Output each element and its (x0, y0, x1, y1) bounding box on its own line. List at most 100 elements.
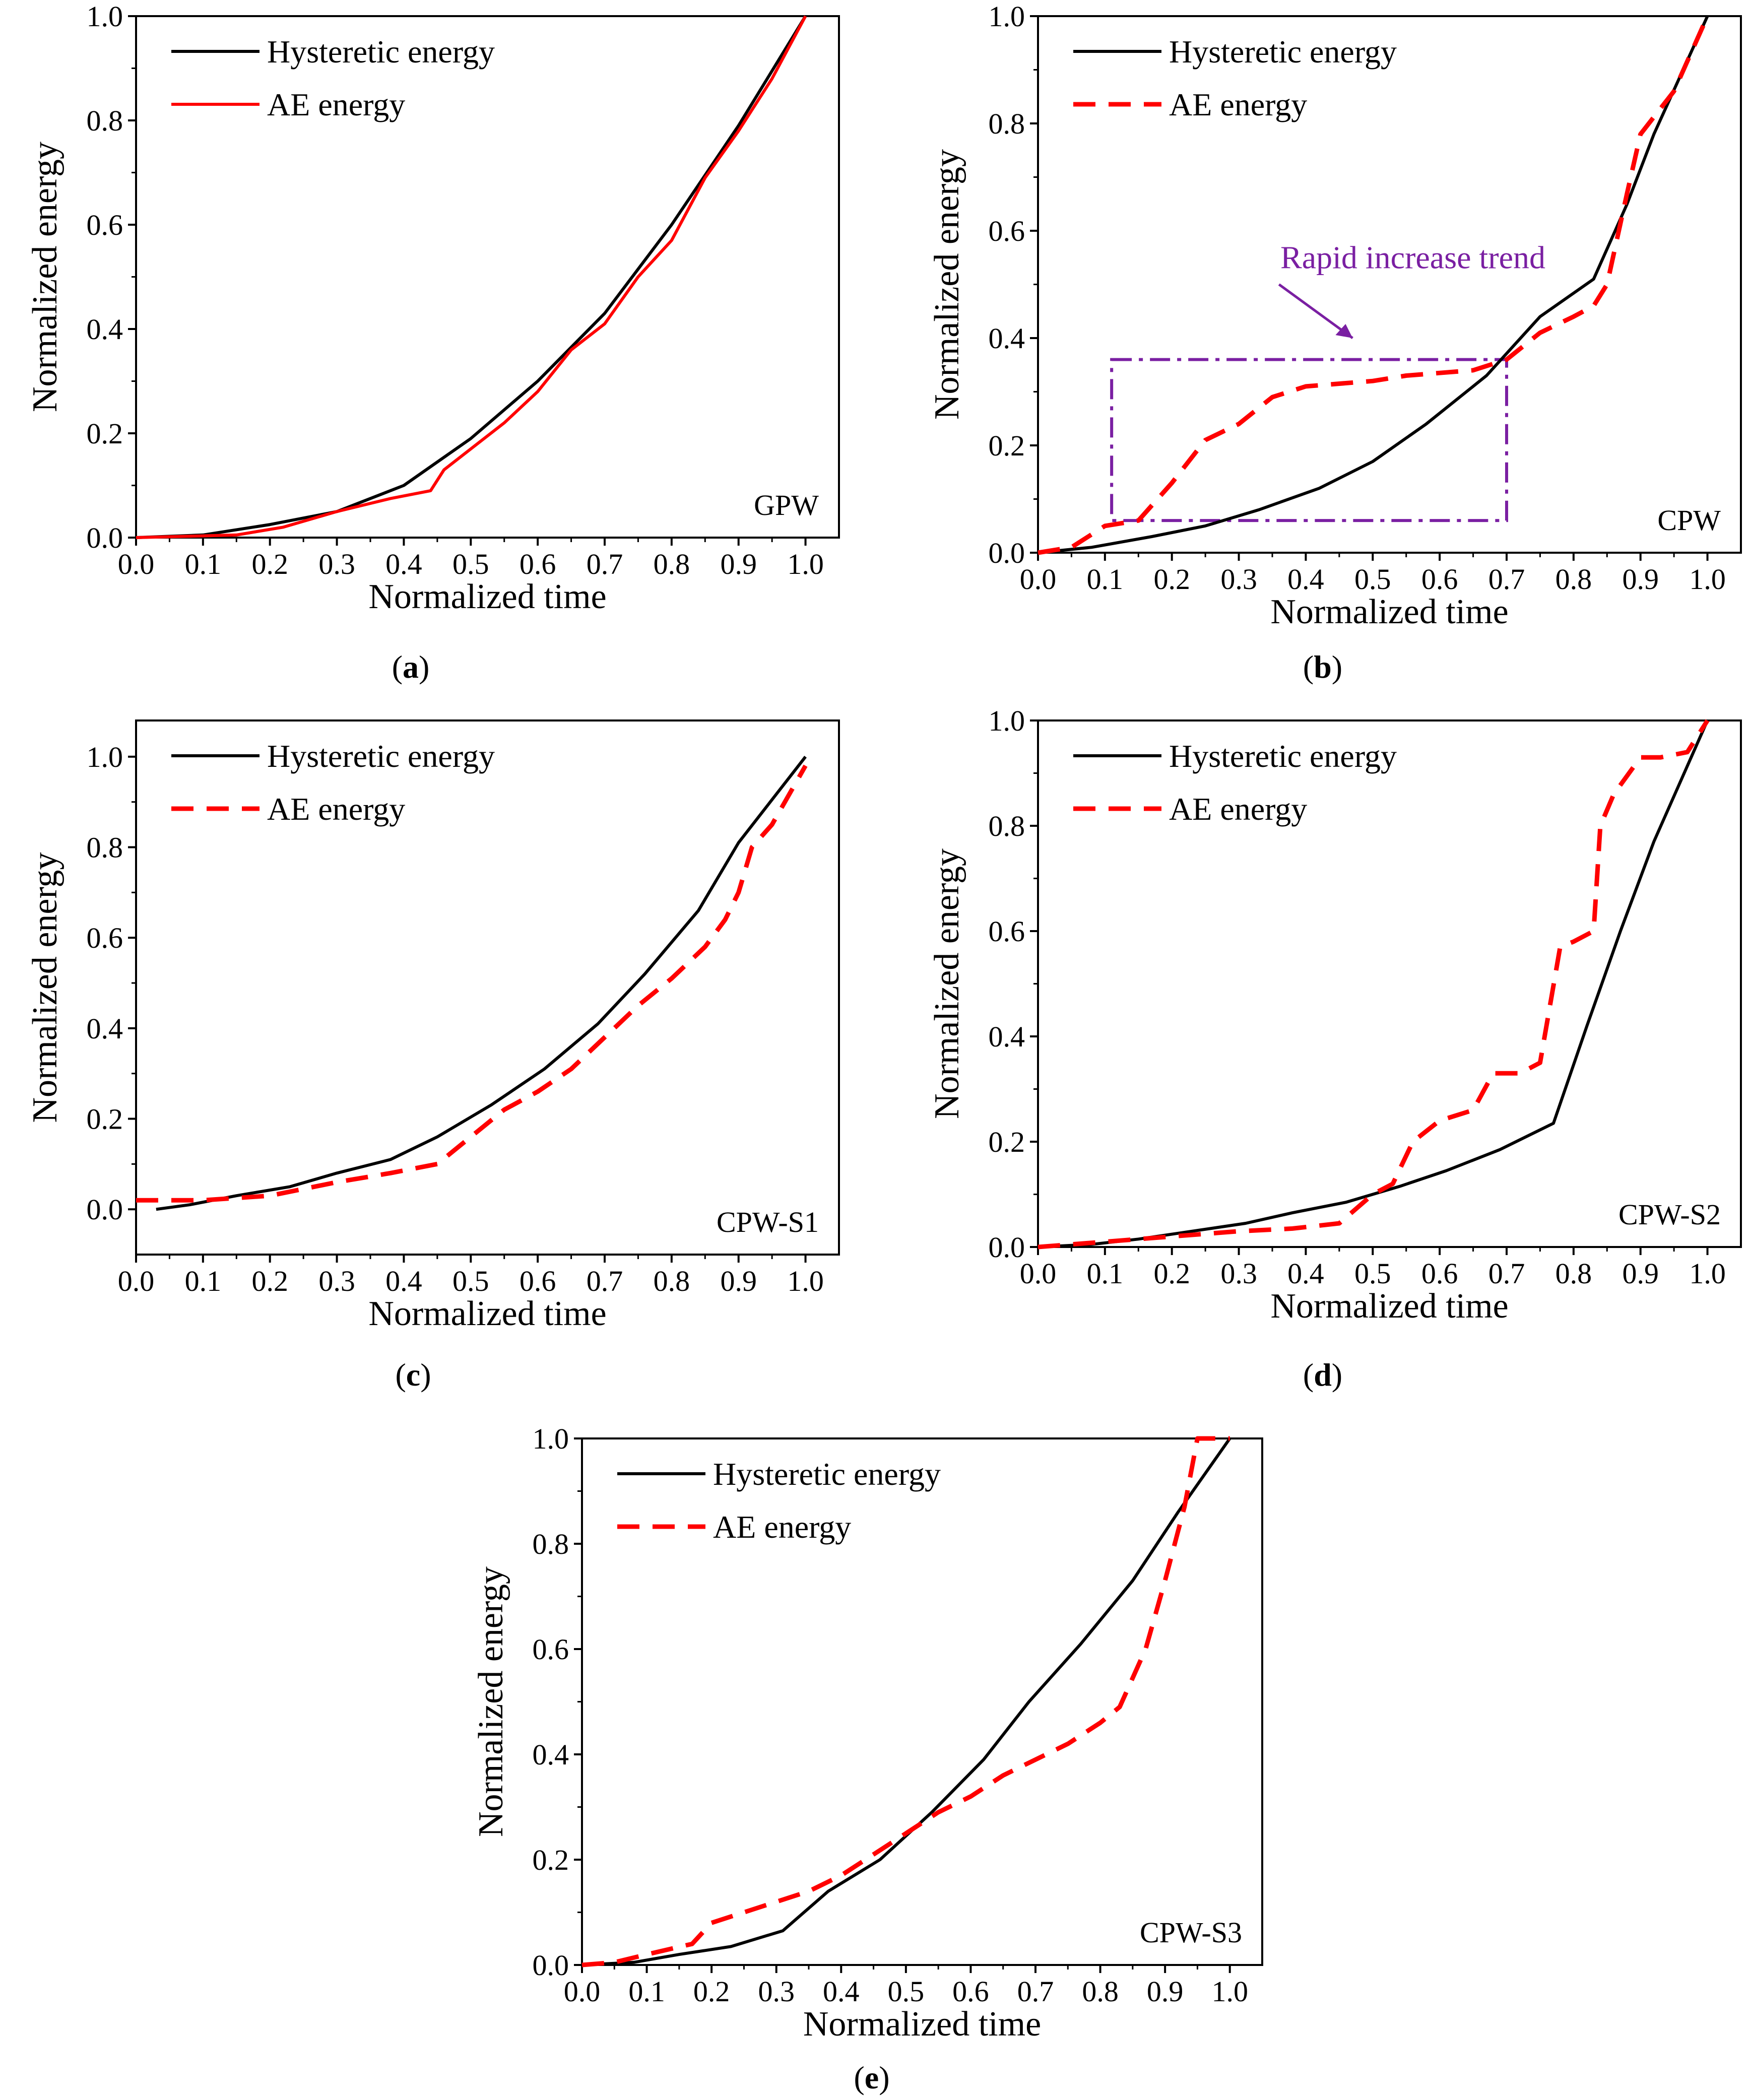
hysteretic-energy-line (1037, 719, 1709, 1249)
plot-frame (1037, 15, 1742, 554)
hysteretic-energy-line (156, 756, 807, 1211)
x-tick-label: 0.7 (587, 548, 623, 580)
legend-label: Hysteretic energy (713, 1456, 941, 1492)
y-axis-label: Normalized energy (472, 1566, 510, 1837)
legend-label: Hysteretic energy (1169, 34, 1397, 70)
x-tick-label: 1.0 (787, 548, 824, 580)
caption-paren-close: ) (1332, 649, 1342, 685)
y-tick-label: 0.0 (87, 521, 123, 554)
hysteretic-energy-line (1037, 15, 1709, 554)
y-tick-label: 0.2 (87, 417, 123, 450)
plot-frame (135, 719, 840, 1256)
plot-frame (135, 15, 840, 539)
caption-letter: e (865, 2060, 879, 2095)
x-tick-label: 0.1 (1087, 1257, 1124, 1290)
x-tick-label: 0.7 (587, 1265, 623, 1297)
x-tick-label: 0.5 (1354, 563, 1391, 596)
x-tick-label: 0.8 (654, 548, 690, 580)
chart-a: 0.0 0.1 0.2 0.3 0.4 0.5 0.6 0.7 0.8 0.9 1.0 0.0 0.2 0… (26, 0, 840, 685)
annotation-arrowhead (1335, 324, 1353, 338)
x-tick-label: 0.6 (1421, 1257, 1458, 1290)
specimen-tag: CPW-S3 (1140, 1916, 1242, 1949)
legend-label: Hysteretic energy (1169, 738, 1397, 774)
y-tick-label: 0.6 (989, 215, 1025, 247)
legend-label: AE energy (1169, 87, 1307, 122)
x-tick-label: 0.1 (628, 1975, 665, 2008)
legend-label: AE energy (267, 87, 405, 122)
ae-energy-line (136, 15, 807, 539)
x-tick-label: 0.4 (823, 1975, 860, 2008)
y-tick-label: 1.0 (87, 741, 123, 773)
caption-paren-open: ( (1303, 1357, 1314, 1393)
chart-b: 0.0 0.1 0.2 0.3 0.4 0.5 0.6 0.7 0.8 0.9 1.0 0.0 0.2 0… (928, 0, 1742, 685)
specimen-tag: GPW (754, 489, 819, 521)
specimen-tag: CPW (1657, 504, 1721, 537)
y-tick-label: 0.6 (87, 209, 123, 241)
specimen-tag: CPW-S1 (717, 1206, 819, 1238)
rapid-increase-box (1110, 358, 1508, 522)
plot-frame (1037, 719, 1742, 1248)
x-tick-label: 0.1 (185, 1265, 222, 1297)
y-tick-label: 0.2 (989, 1126, 1025, 1158)
hysteretic-energy-line (136, 15, 807, 539)
x-tick-label: 0.2 (693, 1975, 730, 2008)
y-tick-label: 0.8 (87, 104, 123, 137)
x-tick-label: 0.4 (1287, 563, 1324, 596)
y-tick-label: 0.0 (533, 1949, 569, 1982)
y-tick-label: 0.2 (87, 1103, 123, 1136)
x-tick-label: 1.0 (1689, 1257, 1726, 1290)
caption-letter: a (403, 649, 419, 685)
y-tick-label: 0.0 (87, 1193, 123, 1226)
y-tick-label: 0.8 (87, 831, 123, 864)
x-tick-label: 0.5 (452, 548, 489, 580)
y-tick-label: 1.0 (533, 1422, 569, 1455)
x-tick-label: 0.9 (720, 1265, 757, 1297)
x-tick-label: 0.0 (1020, 1257, 1057, 1290)
annotation-label: Rapid increase trend (1280, 240, 1545, 276)
y-tick-label: 0.8 (989, 810, 1025, 842)
x-axis-label: Normalized time (368, 1294, 606, 1333)
x-tick-label: 0.5 (452, 1265, 489, 1297)
caption-paren-close: ) (879, 2060, 889, 2095)
x-tick-label: 0.9 (1622, 563, 1659, 596)
chart-d: 0.0 0.1 0.2 0.3 0.4 0.5 0.6 0.7 0.8 0.9 1.0 0.0 0.2 0… (928, 704, 1742, 1393)
chart-e: 0.0 0.1 0.2 0.3 0.4 0.5 0.6 0.7 0.8 0.9 1.0 0.0 0.2 0… (472, 1422, 1263, 2095)
chart-c: 0.0 0.1 0.2 0.3 0.4 0.5 0.6 0.7 0.8 0.9 1.0 0.0 0.2 0… (26, 719, 840, 1393)
x-tick-label: 0.3 (1220, 563, 1257, 596)
x-axis-label: Normalized time (368, 577, 606, 616)
x-axis-label: Normalized time (803, 2005, 1041, 2044)
x-tick-label: 0.2 (251, 1265, 288, 1297)
y-tick-label: 0.6 (87, 922, 123, 954)
y-tick-label: 0.4 (533, 1738, 569, 1771)
x-tick-label: 0.8 (654, 1265, 690, 1297)
x-tick-label: 0.3 (318, 1265, 355, 1297)
x-tick-label: 0.5 (1354, 1257, 1391, 1290)
x-tick-label: 0.3 (1220, 1257, 1257, 1290)
subfigure-caption: (e) (854, 2060, 889, 2095)
caption-paren-close: ) (420, 1357, 431, 1393)
annotation-arrow (1278, 283, 1353, 340)
y-tick-label: 1.0 (989, 0, 1025, 33)
x-tick-label: 0.1 (1087, 563, 1124, 596)
caption-paren-open: ( (1303, 649, 1314, 685)
x-axis-label: Normalized time (1270, 1287, 1508, 1326)
x-tick-label: 1.0 (1689, 563, 1726, 596)
x-tick-label: 0.7 (1488, 1257, 1525, 1290)
legend-label: AE energy (1169, 791, 1307, 827)
caption-paren-open: ( (854, 2060, 864, 2095)
x-tick-label: 0.2 (251, 548, 288, 580)
x-tick-label: 0.6 (1421, 563, 1458, 596)
x-tick-label: 0.3 (318, 548, 355, 580)
legend-label: Hysteretic energy (267, 738, 495, 774)
legend-label: AE energy (267, 791, 405, 827)
y-tick-label: 0.4 (989, 1020, 1025, 1053)
x-tick-label: 0.4 (1287, 1257, 1324, 1290)
x-tick-label: 0.0 (564, 1975, 601, 2008)
x-tick-label: 0.0 (1020, 563, 1057, 596)
x-tick-label: 0.2 (1153, 1257, 1190, 1290)
x-tick-label: 0.7 (1017, 1975, 1054, 2008)
y-tick-label: 1.0 (989, 704, 1025, 737)
y-axis-label: Normalized energy (928, 848, 966, 1119)
caption-paren-close: ) (419, 649, 429, 685)
